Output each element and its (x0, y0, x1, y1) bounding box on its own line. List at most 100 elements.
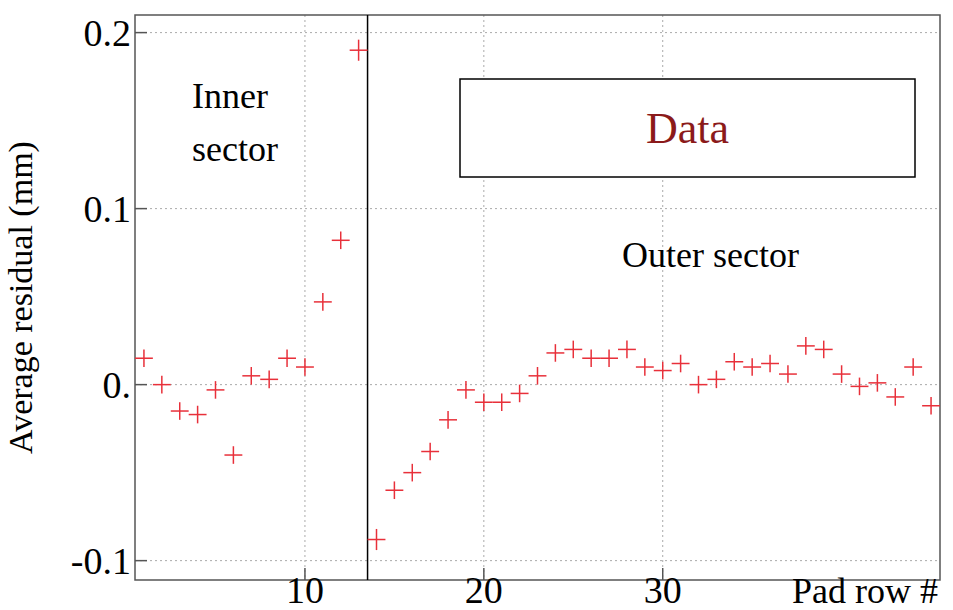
data-point (815, 341, 833, 359)
grid-line (135, 560, 940, 561)
error-bar (233, 446, 235, 464)
tick-label: 0.2 (84, 12, 132, 54)
data-points (135, 40, 940, 550)
error-bar (662, 362, 664, 380)
data-point (296, 358, 314, 376)
error-bar (501, 393, 503, 411)
data-box-label: Data (646, 104, 729, 153)
error-bar (537, 367, 539, 385)
data-point (403, 464, 421, 482)
data-point (368, 529, 386, 550)
error-bar (412, 464, 414, 482)
error-bar (268, 371, 270, 389)
chart: -0.10.0.10.2102030Pad row #Average resid… (0, 0, 953, 610)
data-point (421, 443, 439, 461)
tick-label: 10 (286, 569, 324, 610)
data-point (654, 362, 672, 380)
error-bar (555, 344, 557, 362)
data-point (171, 402, 189, 420)
data-point (743, 358, 761, 376)
error-bar (608, 349, 610, 367)
error-bar (841, 365, 843, 383)
error-bar (465, 381, 467, 399)
data-point (779, 365, 797, 383)
data-box (460, 79, 915, 177)
error-bar (877, 374, 879, 392)
error-bar (805, 337, 807, 355)
data-point (385, 481, 403, 499)
data-point (493, 393, 511, 411)
tick-label: 30 (644, 569, 682, 610)
data-point (350, 40, 368, 61)
error-bar (769, 355, 771, 373)
data-point (922, 397, 940, 415)
data-point (564, 341, 582, 359)
data-point (332, 231, 350, 249)
data-point (314, 293, 332, 311)
error-bar (251, 367, 253, 385)
error-bar (823, 341, 825, 359)
data-point (672, 355, 690, 373)
data-point (833, 365, 851, 383)
data-point (797, 337, 815, 355)
error-bar (573, 341, 575, 359)
error-bar (179, 402, 181, 420)
error-bar (322, 293, 324, 311)
error-bar (376, 529, 378, 550)
error-bar (912, 358, 914, 376)
error-bar (626, 341, 628, 359)
tick-mark (135, 560, 147, 562)
data-point (439, 411, 457, 429)
error-bar (429, 443, 431, 461)
error-bar (716, 371, 718, 389)
data-point (761, 355, 779, 373)
label-line: Inner (192, 76, 268, 116)
data-point (582, 349, 600, 367)
error-bar (698, 376, 700, 394)
tick-mark (135, 384, 147, 386)
data-point (546, 344, 564, 362)
data-point (618, 341, 636, 359)
error-bar (751, 358, 753, 376)
data-point (904, 358, 922, 376)
grid-line (135, 208, 940, 209)
data-point (868, 374, 886, 392)
tick-mark (135, 32, 147, 34)
outer-sector-label: Outer sector (622, 235, 799, 275)
error-bar (286, 349, 288, 367)
error-bar (340, 231, 342, 249)
data-point (886, 388, 904, 406)
label-line: sector (192, 129, 278, 169)
data-point (153, 376, 171, 394)
tick-label: -0.1 (71, 540, 131, 582)
error-bar (304, 358, 306, 376)
data-point (600, 349, 618, 367)
error-bar (734, 353, 736, 371)
data-point (278, 349, 296, 367)
data-point (457, 381, 475, 399)
grid-line (135, 32, 940, 33)
grid-line (304, 15, 305, 580)
tick-mark (135, 208, 147, 210)
error-bar (859, 378, 861, 396)
error-bar (215, 381, 217, 399)
data-point (260, 371, 278, 389)
data-point (690, 376, 708, 394)
data-point (475, 393, 493, 411)
error-bar (447, 411, 449, 429)
tick-label: 20 (465, 569, 503, 610)
data-point (189, 406, 207, 424)
error-bar (895, 388, 897, 406)
data-point (707, 371, 725, 389)
error-bar (787, 365, 789, 383)
sector-divider (367, 15, 369, 580)
error-bar (197, 406, 199, 424)
error-bar (519, 385, 521, 403)
data-point (135, 349, 153, 367)
data-point (511, 385, 529, 403)
x-axis-title: Pad row # (792, 571, 938, 610)
error-bar (644, 358, 646, 376)
error-bar (161, 376, 163, 394)
y-axis-title: Average residual (mm) (2, 141, 40, 454)
error-bar (143, 349, 145, 367)
